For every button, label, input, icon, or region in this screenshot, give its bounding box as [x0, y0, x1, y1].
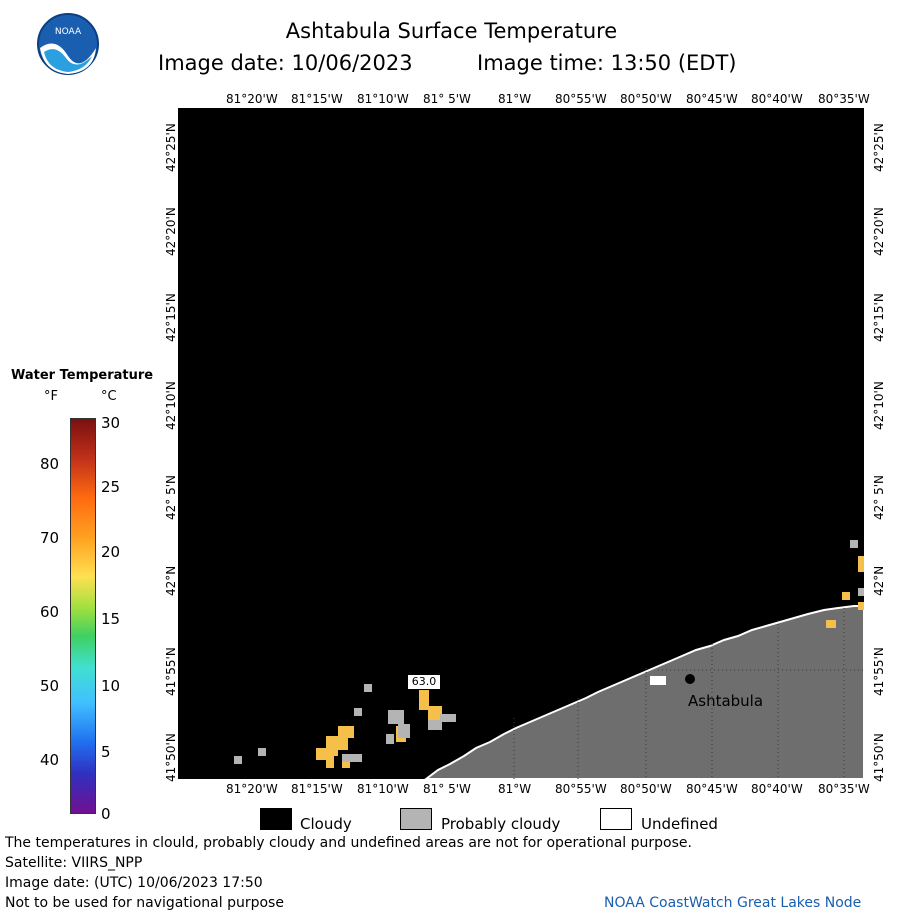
legend-swatch-cloudy	[260, 808, 292, 830]
lat-label-left-2: 42°15'N	[164, 293, 178, 342]
lat-label-left-7: 41°50'N	[164, 733, 178, 782]
city-label: Ashtabula	[688, 692, 764, 710]
lat-label-right-7: 41°50'N	[872, 733, 886, 782]
lon-label-bottom-8: 80°40'W	[751, 782, 803, 796]
lon-label-bottom-7: 80°45'W	[686, 782, 738, 796]
f-tick-60: 60	[40, 603, 60, 621]
lat-label-left-5: 42°N	[164, 565, 178, 596]
lat-label-right-2: 42°15'N	[872, 293, 886, 342]
lon-label-top-8: 80°40'W	[751, 92, 803, 106]
c-tick-20: 20	[101, 543, 121, 561]
legend-swatch-probably-cloudy	[400, 808, 432, 830]
lon-label-bottom-6: 80°50'W	[620, 782, 672, 796]
lon-label-top-2: 81°10'W	[357, 92, 409, 106]
probably-cloudy-pixels	[234, 540, 864, 764]
lat-label-right-4: 42° 5'N	[872, 475, 886, 520]
lat-label-right-1: 42°20'N	[872, 207, 886, 256]
colorbar	[70, 418, 96, 814]
lon-label-bottom-2: 81°10'W	[357, 782, 409, 796]
f-tick-80: 80	[40, 455, 60, 473]
svg-text:NOAA: NOAA	[55, 27, 82, 37]
legend-label-cloudy: Cloudy	[300, 815, 352, 833]
lon-label-bottom-1: 81°15'W	[291, 782, 343, 796]
lat-label-right-3: 42°10'N	[872, 381, 886, 430]
lon-label-top-1: 81°15'W	[291, 92, 343, 106]
lon-label-top-3: 81° 5'W	[423, 92, 471, 106]
c-tick-5: 5	[101, 743, 111, 761]
footer-credit: NOAA CoastWatch Great Lakes Node	[604, 895, 862, 911]
lon-label-top-4: 81°W	[498, 92, 532, 106]
lat-label-right-6: 41°55'N	[872, 647, 886, 696]
temperature-value-tag: 63.0	[407, 674, 441, 690]
legend-label-probably-cloudy: Probably cloudy	[441, 815, 561, 833]
lat-label-left-3: 42°10'N	[164, 381, 178, 430]
f-tick-40: 40	[40, 751, 60, 769]
lon-label-bottom-0: 81°20'W	[226, 782, 278, 796]
temperature-value: 63.0	[411, 675, 437, 688]
image-date: Image date: 10/06/2023	[158, 51, 413, 75]
land-grid	[513, 608, 864, 779]
lon-label-bottom-5: 80°55'W	[555, 782, 607, 796]
footer-utc-date: Image date: (UTC) 10/06/2023 17:50	[5, 875, 263, 891]
lat-label-left-1: 42°20'N	[164, 207, 178, 256]
f-tick-50: 50	[40, 677, 60, 695]
f-tick-70: 70	[40, 529, 60, 547]
lat-label-right-5: 42°N	[872, 565, 886, 596]
footer-disclaimer: The temperatures in clould, probably clo…	[5, 835, 692, 851]
lat-label-left-4: 42° 5'N	[164, 475, 178, 520]
colorbar-unit-c: °C	[101, 389, 117, 404]
land-area	[423, 605, 865, 780]
c-tick-30: 30	[101, 414, 121, 432]
footer-satellite: Satellite: VIIRS_NPP	[5, 855, 143, 871]
c-tick-0: 0	[101, 805, 111, 823]
legend-swatch-undefined	[600, 808, 632, 830]
map-panel	[178, 108, 865, 780]
footer-navigation: Not to be used for navigational purpose	[5, 895, 284, 911]
lon-label-bottom-3: 81° 5'W	[423, 782, 471, 796]
lat-label-right-0: 42°25'N	[872, 123, 886, 172]
c-tick-15: 15	[101, 610, 121, 628]
lon-label-top-5: 80°55'W	[555, 92, 607, 106]
noaa-logo: NOAA	[36, 12, 100, 76]
lon-label-top-0: 81°20'W	[226, 92, 278, 106]
image-time: Image time: 13:50 (EDT)	[477, 51, 737, 75]
page-title: Ashtabula Surface Temperature	[285, 19, 618, 43]
colorbar-title: Water Temperature	[11, 368, 154, 383]
lon-label-bottom-4: 81°W	[498, 782, 532, 796]
c-tick-10: 10	[101, 677, 121, 695]
colorbar-unit-f: °F	[44, 389, 58, 404]
lon-label-bottom-9: 80°35'W	[818, 782, 870, 796]
lat-label-left-6: 41°55'N	[164, 647, 178, 696]
lat-label-left-0: 42°25'N	[164, 123, 178, 172]
ashtabula-marker	[685, 674, 695, 684]
lon-label-top-9: 80°35'W	[818, 92, 870, 106]
legend-label-undefined: Undefined	[641, 815, 718, 833]
lon-label-top-7: 80°45'W	[686, 92, 738, 106]
c-tick-25: 25	[101, 478, 121, 496]
lon-label-top-6: 80°50'W	[620, 92, 672, 106]
